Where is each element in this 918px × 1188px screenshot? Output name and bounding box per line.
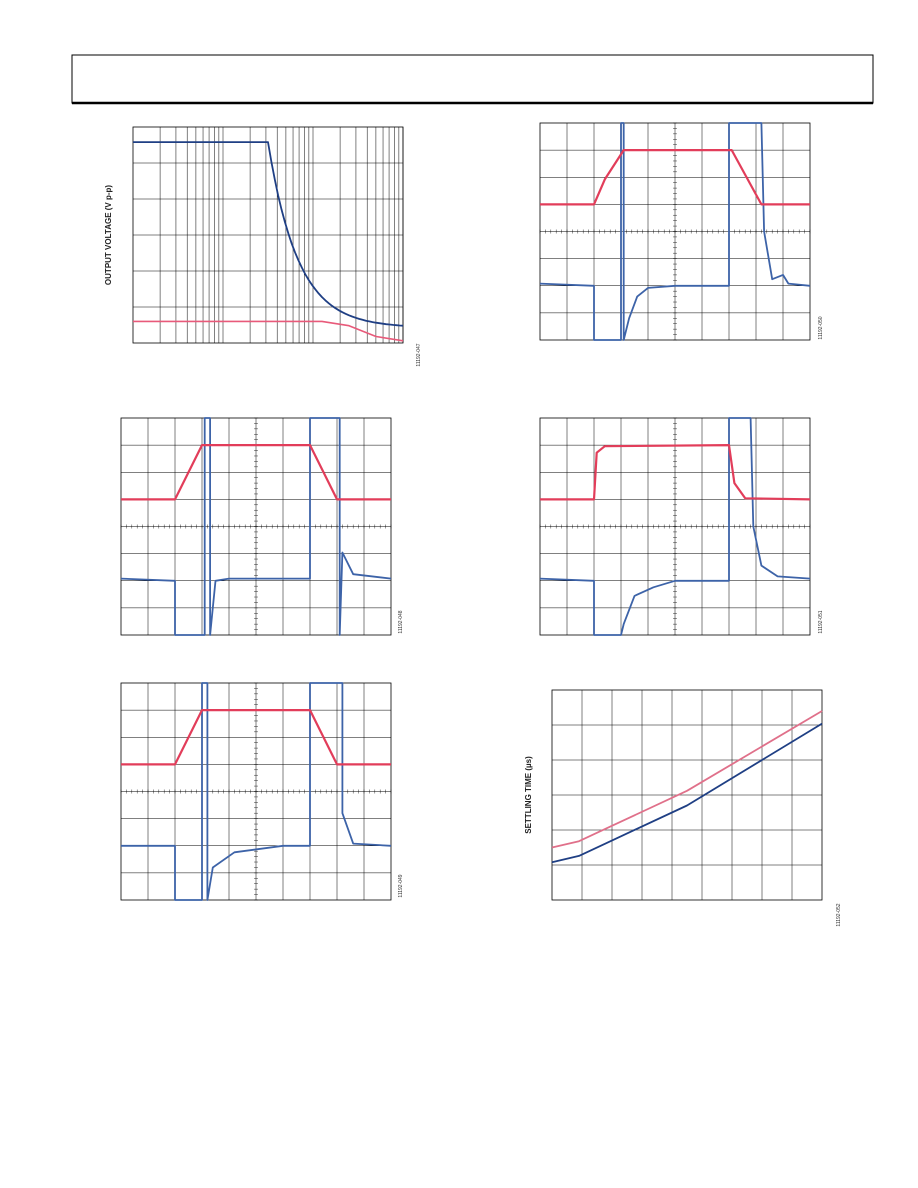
- y-axis-label: OUTPUT VOLTAGE (V p-p): [104, 185, 113, 285]
- plot-frame: [120, 417, 392, 636]
- trace: [133, 320, 404, 342]
- figure-id: 11192-049: [398, 874, 404, 897]
- trace: [551, 722, 823, 864]
- figure-id: 11192-048: [398, 610, 404, 633]
- trace: [133, 141, 404, 327]
- plot-frame: [539, 417, 811, 636]
- plot-frame: [120, 682, 392, 901]
- trace: [539, 122, 811, 341]
- header-box: [71, 54, 874, 104]
- trace: [540, 444, 811, 501]
- figure-id: 11192-047: [416, 343, 422, 366]
- trace: [121, 708, 391, 766]
- trace: [120, 417, 392, 636]
- figure-id: 11192-051: [818, 610, 824, 633]
- y-axis-label: SETTLING TIME (µs): [524, 756, 533, 834]
- plot-frame: [539, 122, 811, 341]
- trace: [121, 444, 391, 501]
- figure-id: 11192-052: [836, 903, 842, 926]
- trace: [551, 710, 823, 849]
- plot-frame: [132, 126, 404, 344]
- trace: [540, 149, 810, 206]
- plot-frame: [551, 689, 823, 901]
- trace: [539, 417, 811, 636]
- trace: [121, 682, 392, 901]
- figure-id: 11192-050: [818, 316, 824, 339]
